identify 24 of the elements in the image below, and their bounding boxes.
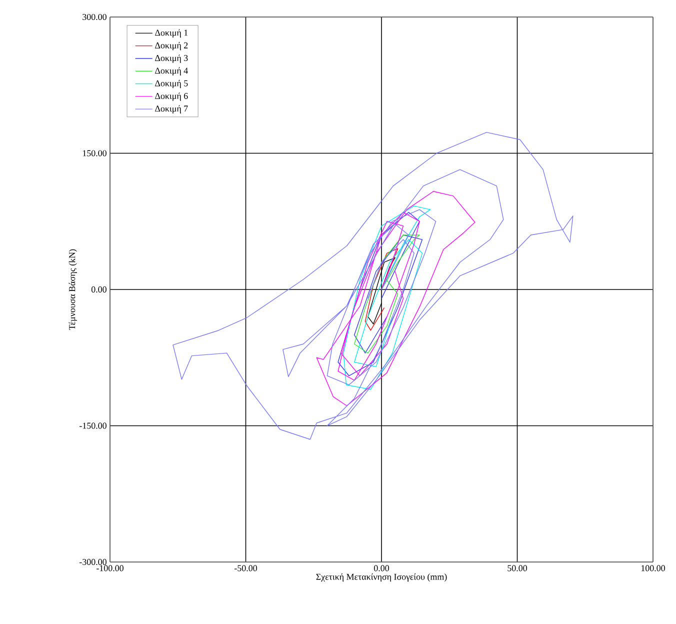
y-axis-title: Τέμνουσα Βάσης (kN): [68, 249, 78, 330]
line-series: [172, 132, 574, 440]
legend-label: Δοκιμή 4: [155, 67, 188, 76]
line-series: [368, 257, 396, 324]
x-tick-label: 50.00: [508, 565, 527, 572]
x-tick-label: 100.00: [641, 565, 665, 572]
legend-label: Δοκιμή 5: [155, 80, 188, 88]
legend-label: Δοκιμή 7: [155, 105, 188, 114]
legend-label: Δοκιμή 3: [155, 54, 188, 63]
line-series: [316, 191, 476, 406]
y-tick-label: 0.00: [91, 286, 106, 293]
y-tick-label: 300.00: [82, 14, 106, 20]
x-tick-label: -100.00: [96, 565, 124, 572]
legend-label: Δοκιμή 2: [155, 42, 188, 50]
y-tick-label: -300.00: [80, 558, 106, 566]
y-tick-label: 150.00: [82, 150, 106, 156]
legend-label: Δοκιμή 1: [155, 29, 188, 38]
legend-label: Δοκιμή 6: [155, 92, 188, 101]
line-series: [343, 206, 431, 390]
x-tick-label: 0.00: [374, 565, 390, 572]
line-series: [354, 234, 420, 354]
x-axis-title: Σχετική Μετακίνηση Ισογείου (mm): [316, 573, 447, 582]
x-tick-label: -50.00: [234, 565, 257, 572]
y-tick-label: -150.00: [80, 422, 106, 429]
